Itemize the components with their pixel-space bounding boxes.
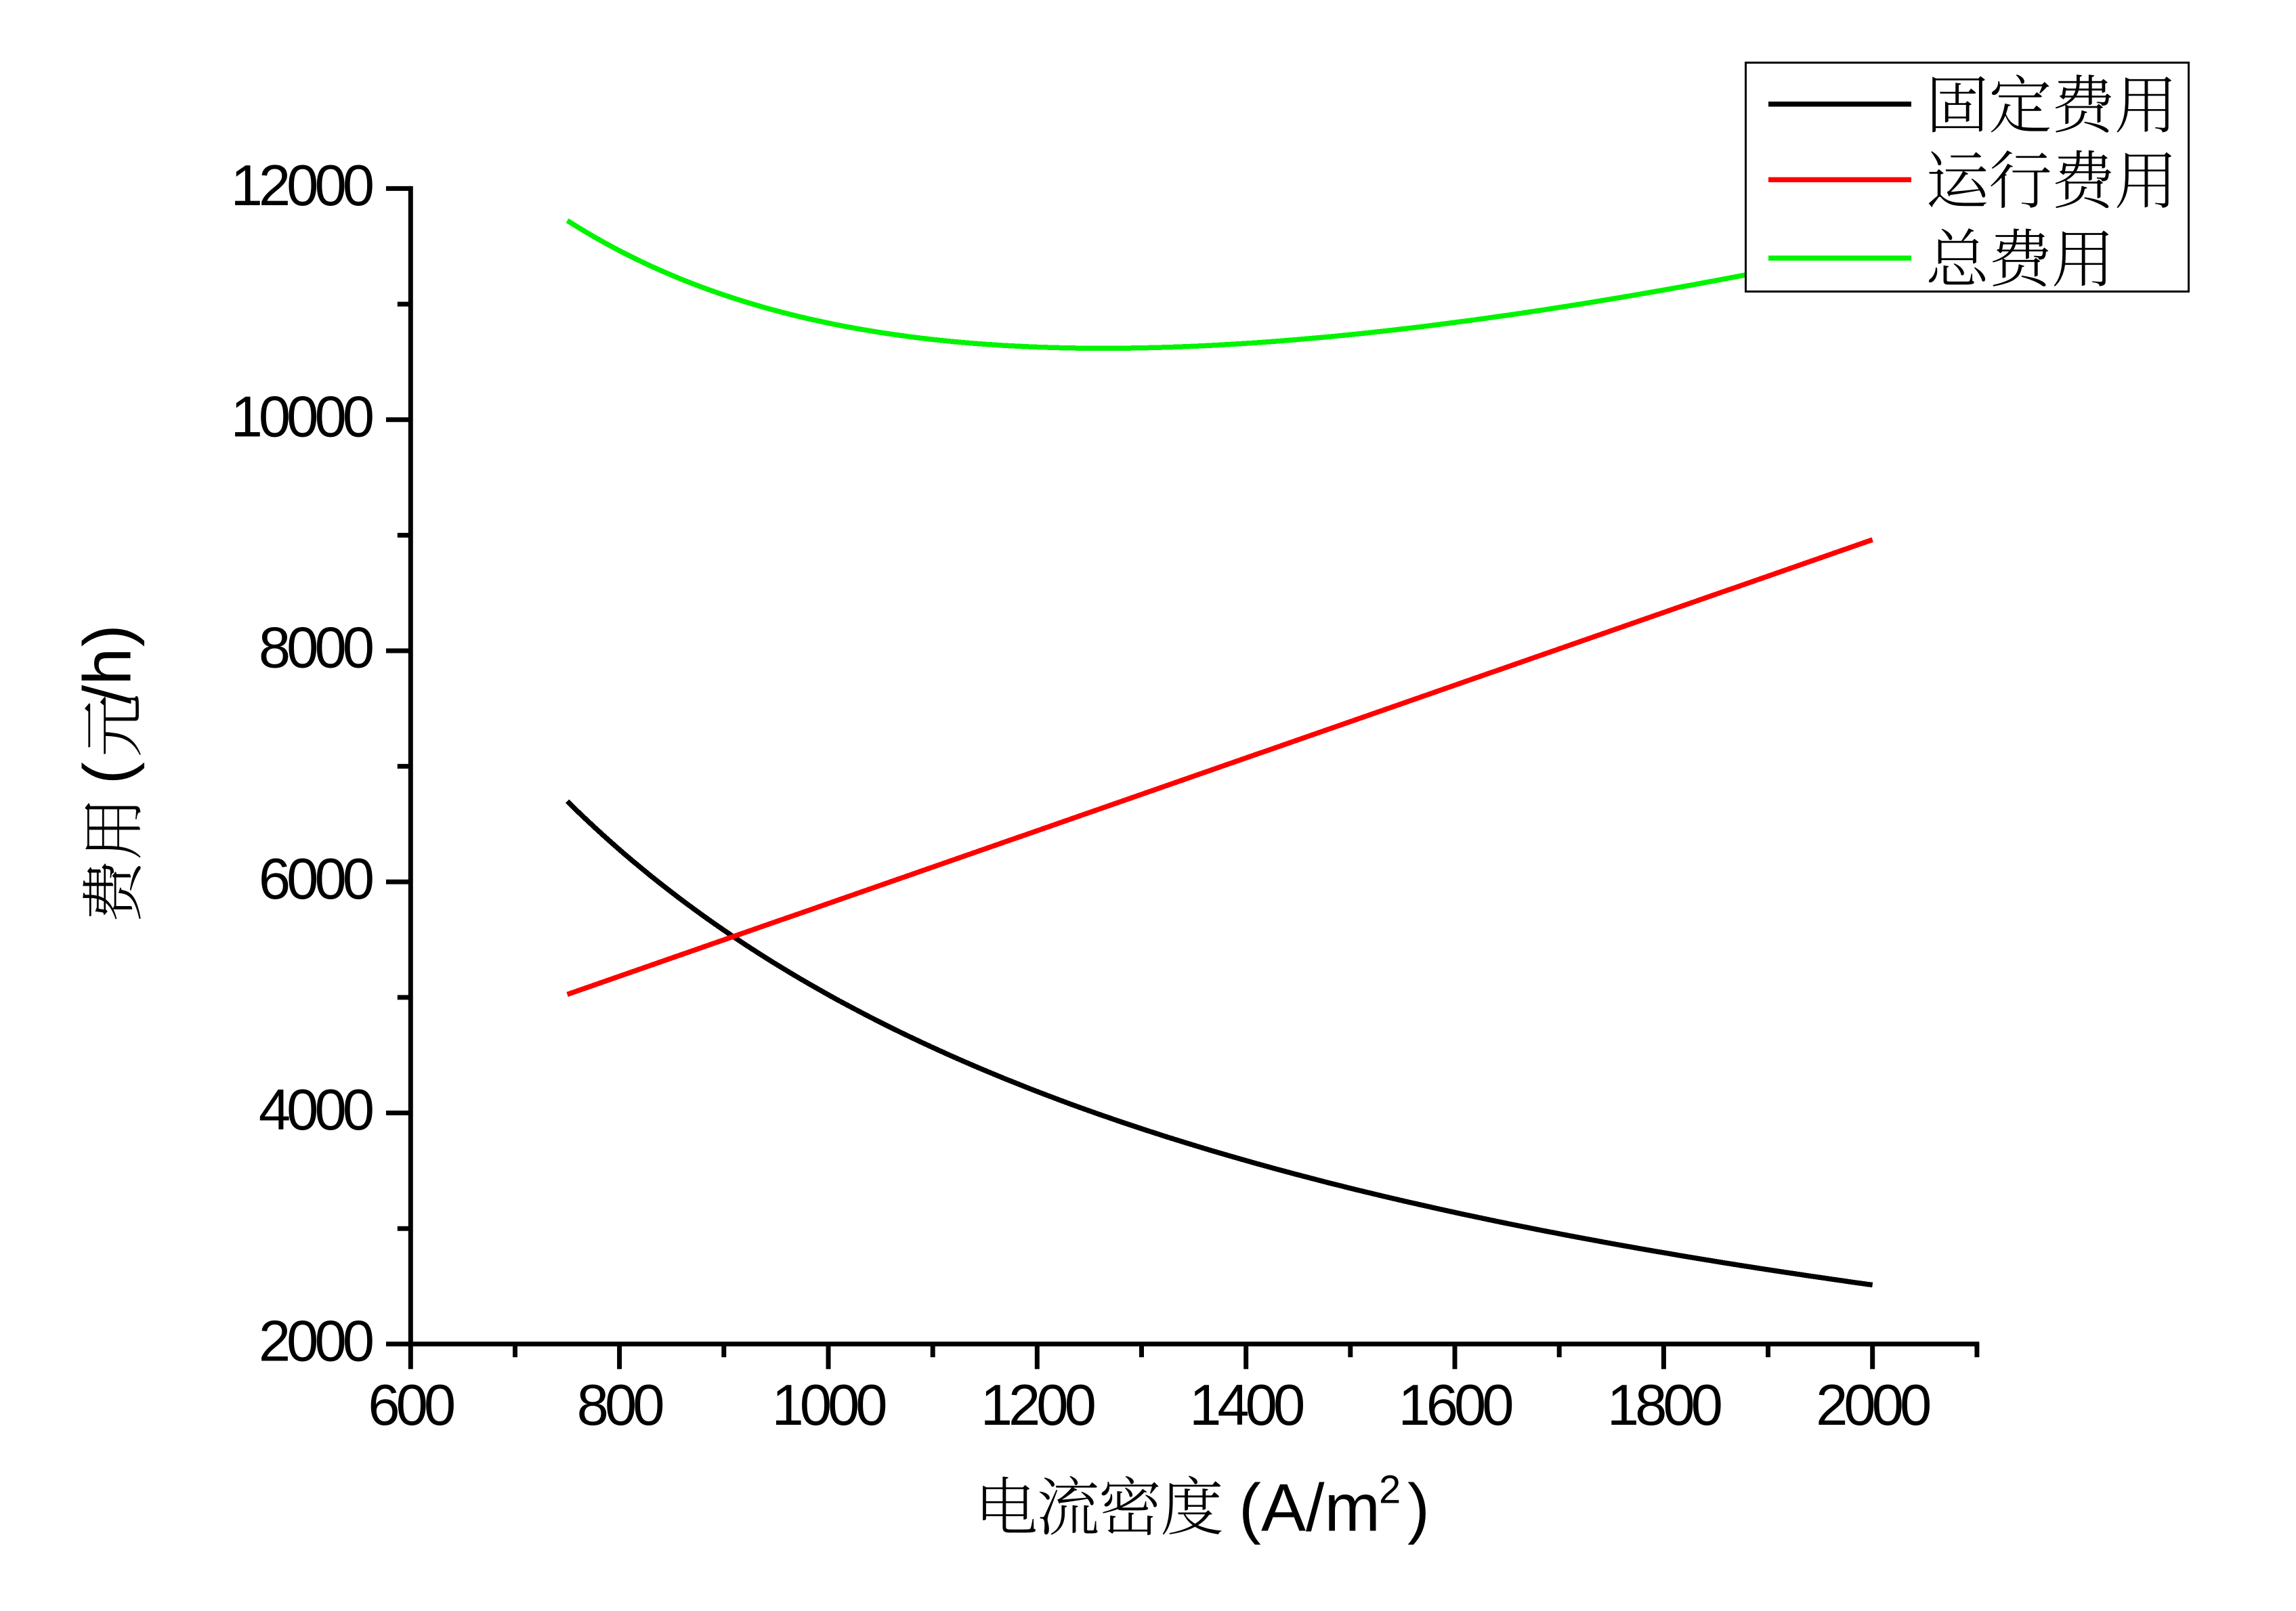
svg-text:1800: 1800 <box>1607 1373 1721 1438</box>
svg-text:600: 600 <box>368 1373 454 1438</box>
svg-text:): ) <box>1407 1470 1430 1545</box>
svg-text:1600: 1600 <box>1398 1373 1512 1438</box>
svg-text:2: 2 <box>1379 1468 1401 1512</box>
svg-text:): ) <box>70 624 145 647</box>
svg-text:2000: 2000 <box>259 1309 373 1373</box>
svg-text:10000: 10000 <box>231 385 373 449</box>
svg-text:8000: 8000 <box>259 616 373 681</box>
svg-text:1200: 1200 <box>981 1373 1094 1438</box>
svg-text:1000: 1000 <box>771 1373 885 1438</box>
svg-text:6000: 6000 <box>259 847 373 911</box>
svg-text:12000: 12000 <box>231 154 373 218</box>
svg-text:(A/m: (A/m <box>1239 1470 1380 1545</box>
svg-text:4000: 4000 <box>259 1078 373 1142</box>
svg-text:1400: 1400 <box>1189 1373 1303 1438</box>
svg-text:2000: 2000 <box>1816 1373 1930 1438</box>
svg-text:(: ( <box>70 762 145 784</box>
svg-text:800: 800 <box>577 1373 663 1438</box>
svg-text:/h: /h <box>70 648 145 704</box>
